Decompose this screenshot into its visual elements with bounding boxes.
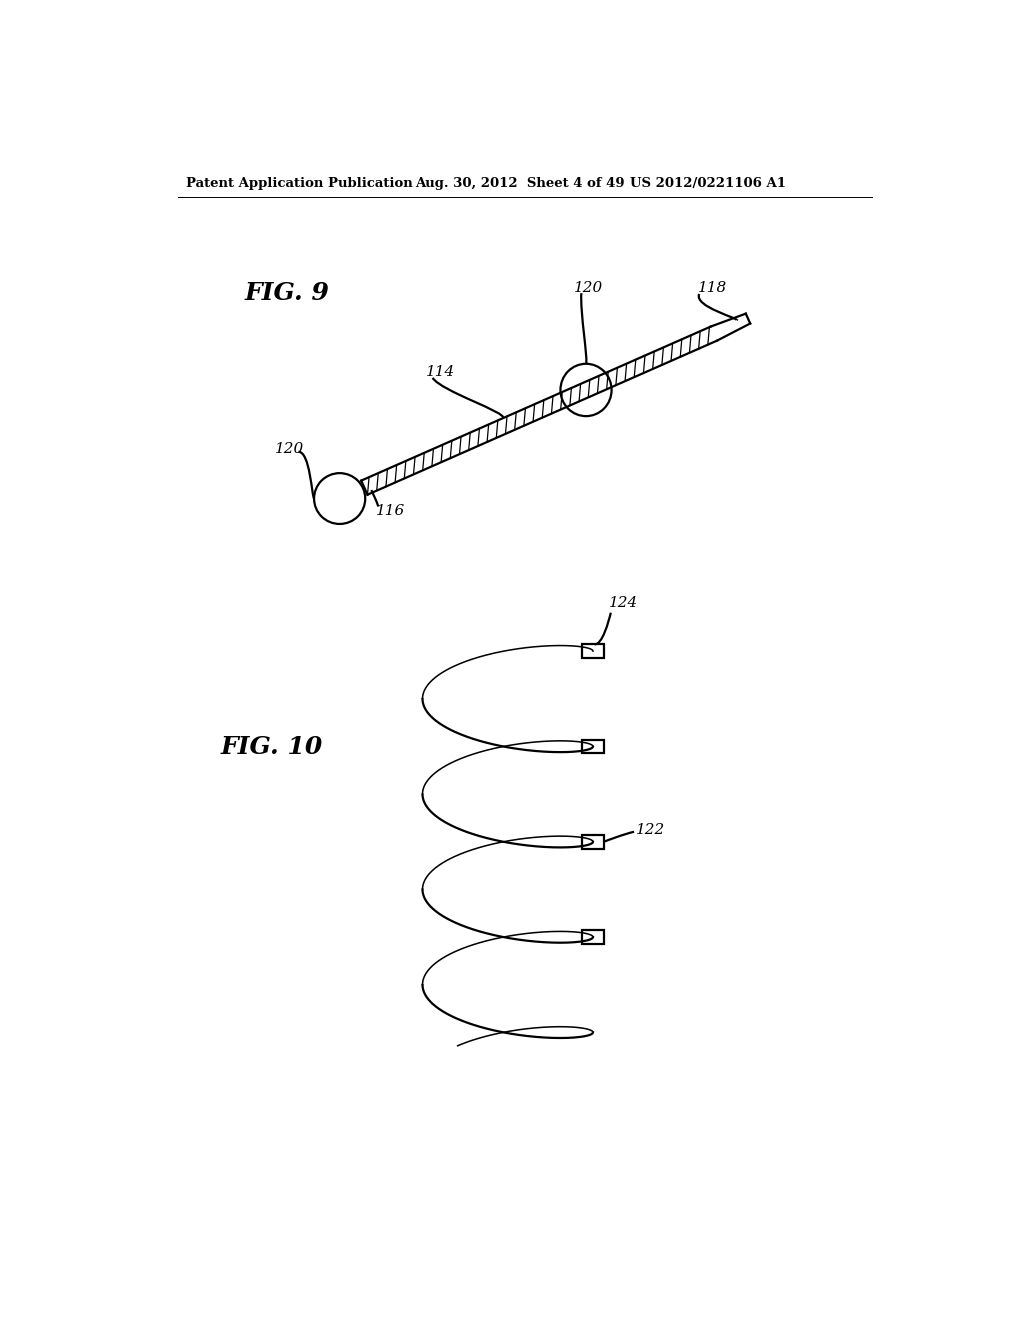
- Bar: [583, 931, 604, 944]
- Text: Aug. 30, 2012  Sheet 4 of 49: Aug. 30, 2012 Sheet 4 of 49: [415, 177, 625, 190]
- Text: FIG. 10: FIG. 10: [221, 735, 324, 759]
- Text: 124: 124: [608, 597, 638, 610]
- Text: 122: 122: [636, 824, 665, 837]
- Bar: [583, 834, 604, 849]
- Bar: [583, 644, 604, 659]
- Text: FIG. 9: FIG. 9: [245, 281, 329, 305]
- Text: Patent Application Publication: Patent Application Publication: [186, 177, 413, 190]
- Text: 120: 120: [573, 281, 603, 294]
- Text: 118: 118: [697, 281, 727, 294]
- Bar: [583, 739, 604, 754]
- Text: 114: 114: [426, 366, 456, 379]
- Text: 120: 120: [275, 442, 304, 457]
- Text: US 2012/0221106 A1: US 2012/0221106 A1: [630, 177, 786, 190]
- Text: 116: 116: [376, 504, 406, 517]
